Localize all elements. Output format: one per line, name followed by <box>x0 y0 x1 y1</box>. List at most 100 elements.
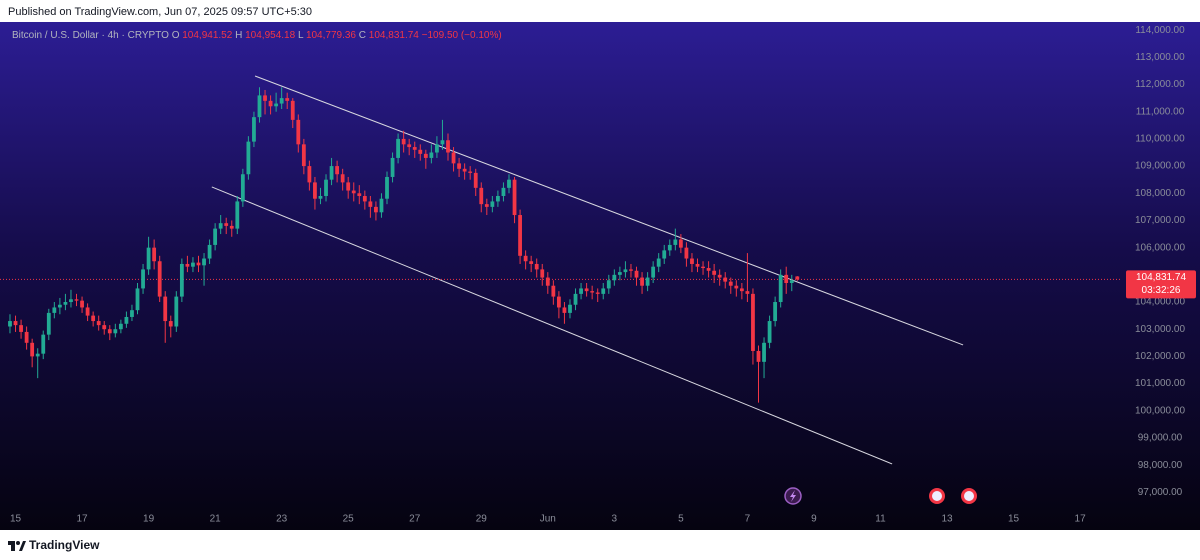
candle-body <box>651 266 656 278</box>
candle-body <box>191 262 195 267</box>
candle-body <box>146 247 151 270</box>
candle-body <box>41 334 46 354</box>
candle-body <box>385 176 389 199</box>
x-tick-label: 27 <box>409 514 421 525</box>
y-tick-label: 112,000.00 <box>1135 79 1185 90</box>
candle-body <box>52 307 57 313</box>
x-tick-label: 21 <box>210 514 222 525</box>
candle-body <box>301 144 306 167</box>
candle-body <box>784 274 789 283</box>
candle-body <box>540 269 545 278</box>
candle-body <box>728 281 733 286</box>
legend-change: −109.50 (−0.10%) <box>422 30 502 41</box>
candle-body <box>185 263 190 267</box>
candle-body <box>690 258 694 264</box>
candle-body <box>235 201 240 229</box>
candle-body <box>179 263 184 297</box>
legend-key: H <box>235 30 242 41</box>
candle-body <box>656 258 661 267</box>
candle-body <box>357 193 362 196</box>
published-note: Published on TradingView.com, Jun 07, 20… <box>8 6 312 18</box>
x-tick-label: 13 <box>941 514 953 525</box>
candle-body <box>640 277 644 286</box>
y-tick-label: 99,000.00 <box>1138 433 1183 444</box>
candle-body <box>723 277 728 282</box>
candle-body <box>451 152 456 164</box>
candle-body <box>767 321 772 343</box>
x-tick-label: 5 <box>678 514 684 525</box>
y-tick-label: 109,000.00 <box>1135 161 1185 172</box>
candle-body <box>429 152 434 158</box>
legend-value: 104,779.36 <box>306 30 356 41</box>
trend-line <box>211 186 893 465</box>
candle-body <box>612 274 617 281</box>
candle-body <box>157 261 162 297</box>
candle-body <box>512 179 517 216</box>
symbol: Bitcoin / U.S. Dollar · 4h · CRYPTO <box>12 30 169 41</box>
candle-body <box>263 95 267 101</box>
candle-body <box>462 168 467 172</box>
legend-key: O <box>172 30 180 41</box>
trend-line <box>254 75 964 346</box>
x-tick-label: 23 <box>276 514 288 525</box>
candle-body <box>695 263 700 267</box>
candle-body <box>279 98 284 104</box>
candle-body <box>335 166 340 175</box>
y-tick-label: 113,000.00 <box>1135 52 1185 63</box>
candle-body <box>501 187 506 196</box>
candle-body <box>107 329 112 334</box>
last-price-box <box>1126 270 1196 299</box>
x-tick-label: 29 <box>476 514 488 525</box>
candle-body <box>629 269 633 271</box>
candle-body <box>712 270 717 275</box>
footer <box>0 530 1200 560</box>
x-tick-label: 9 <box>811 514 817 525</box>
candle-body <box>623 269 628 273</box>
candle-body <box>296 119 301 145</box>
candle-body <box>479 187 484 205</box>
candle-body <box>13 321 18 326</box>
y-tick-label: 103,000.00 <box>1135 324 1185 335</box>
candle-body <box>141 269 145 289</box>
legend-value: 104,941.52 <box>182 30 232 41</box>
candle-body <box>529 261 534 264</box>
candle-body <box>534 263 539 270</box>
candle-body <box>213 228 218 245</box>
x-tick-label: 19 <box>143 514 155 525</box>
candle-body <box>617 272 622 275</box>
candle-body <box>412 147 417 150</box>
candle-body <box>401 138 406 145</box>
candle-body <box>440 140 445 145</box>
candle-body <box>290 100 295 120</box>
candle-body <box>507 179 511 188</box>
candle-body <box>69 299 73 303</box>
candle-body <box>435 144 439 153</box>
candle-body <box>601 288 606 294</box>
candle-body <box>407 144 412 148</box>
y-tick-label: 110,000.00 <box>1135 134 1185 145</box>
candle-body <box>523 255 528 262</box>
candle-body <box>789 280 794 283</box>
candle-body <box>246 141 251 175</box>
candle-body <box>678 239 683 248</box>
candle-body <box>80 300 84 308</box>
candle-body <box>46 312 51 335</box>
candle-body <box>346 182 351 191</box>
legend-key: L <box>298 30 304 41</box>
candle-body <box>19 325 23 332</box>
candle-body <box>396 138 400 158</box>
candle-body <box>91 315 96 322</box>
candle-body <box>606 280 611 289</box>
legend-key: C <box>359 30 366 41</box>
candle-body <box>562 307 567 313</box>
candle-body <box>667 244 672 251</box>
y-tick-label: 101,000.00 <box>1135 378 1185 389</box>
candle-body <box>773 302 778 322</box>
y-tick-label: 98,000.00 <box>1138 460 1183 471</box>
candle-body <box>662 250 667 259</box>
chart-background <box>0 22 1200 530</box>
candle-body <box>307 166 312 183</box>
candle-body <box>556 296 561 308</box>
x-tick-label: 25 <box>343 514 355 525</box>
candle-body <box>135 288 140 311</box>
